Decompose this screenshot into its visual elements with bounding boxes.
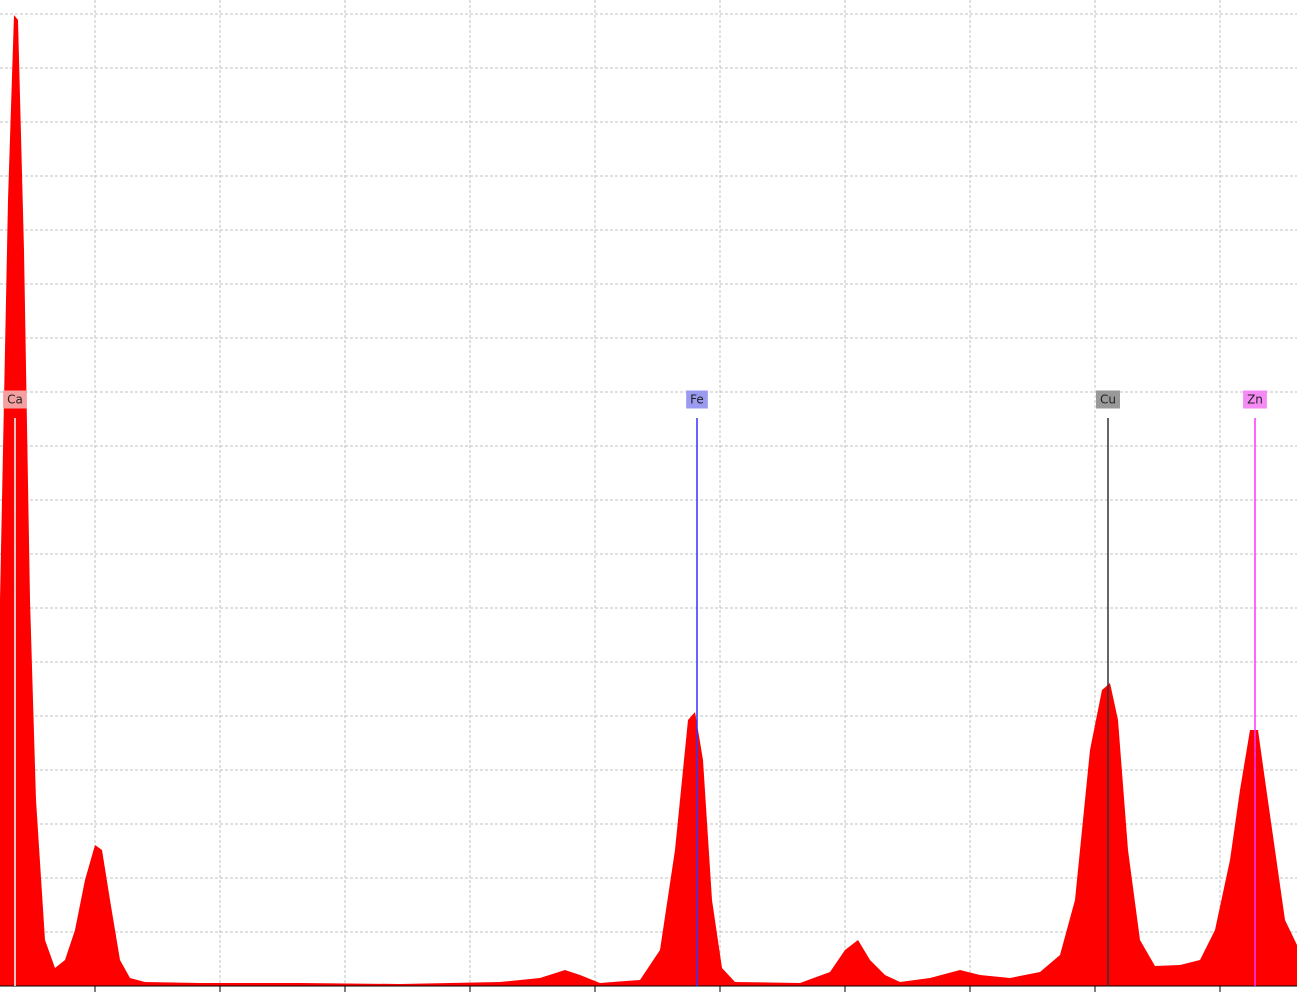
element-label: Fe — [690, 393, 704, 407]
element-label-box — [1243, 390, 1267, 409]
element-label: Ca — [7, 393, 23, 407]
element-label: Cu — [1100, 393, 1116, 407]
element-label-box — [3, 390, 27, 409]
element-label: Zn — [1247, 393, 1263, 407]
element-label-box — [1096, 390, 1120, 409]
element-label-box — [686, 390, 708, 409]
